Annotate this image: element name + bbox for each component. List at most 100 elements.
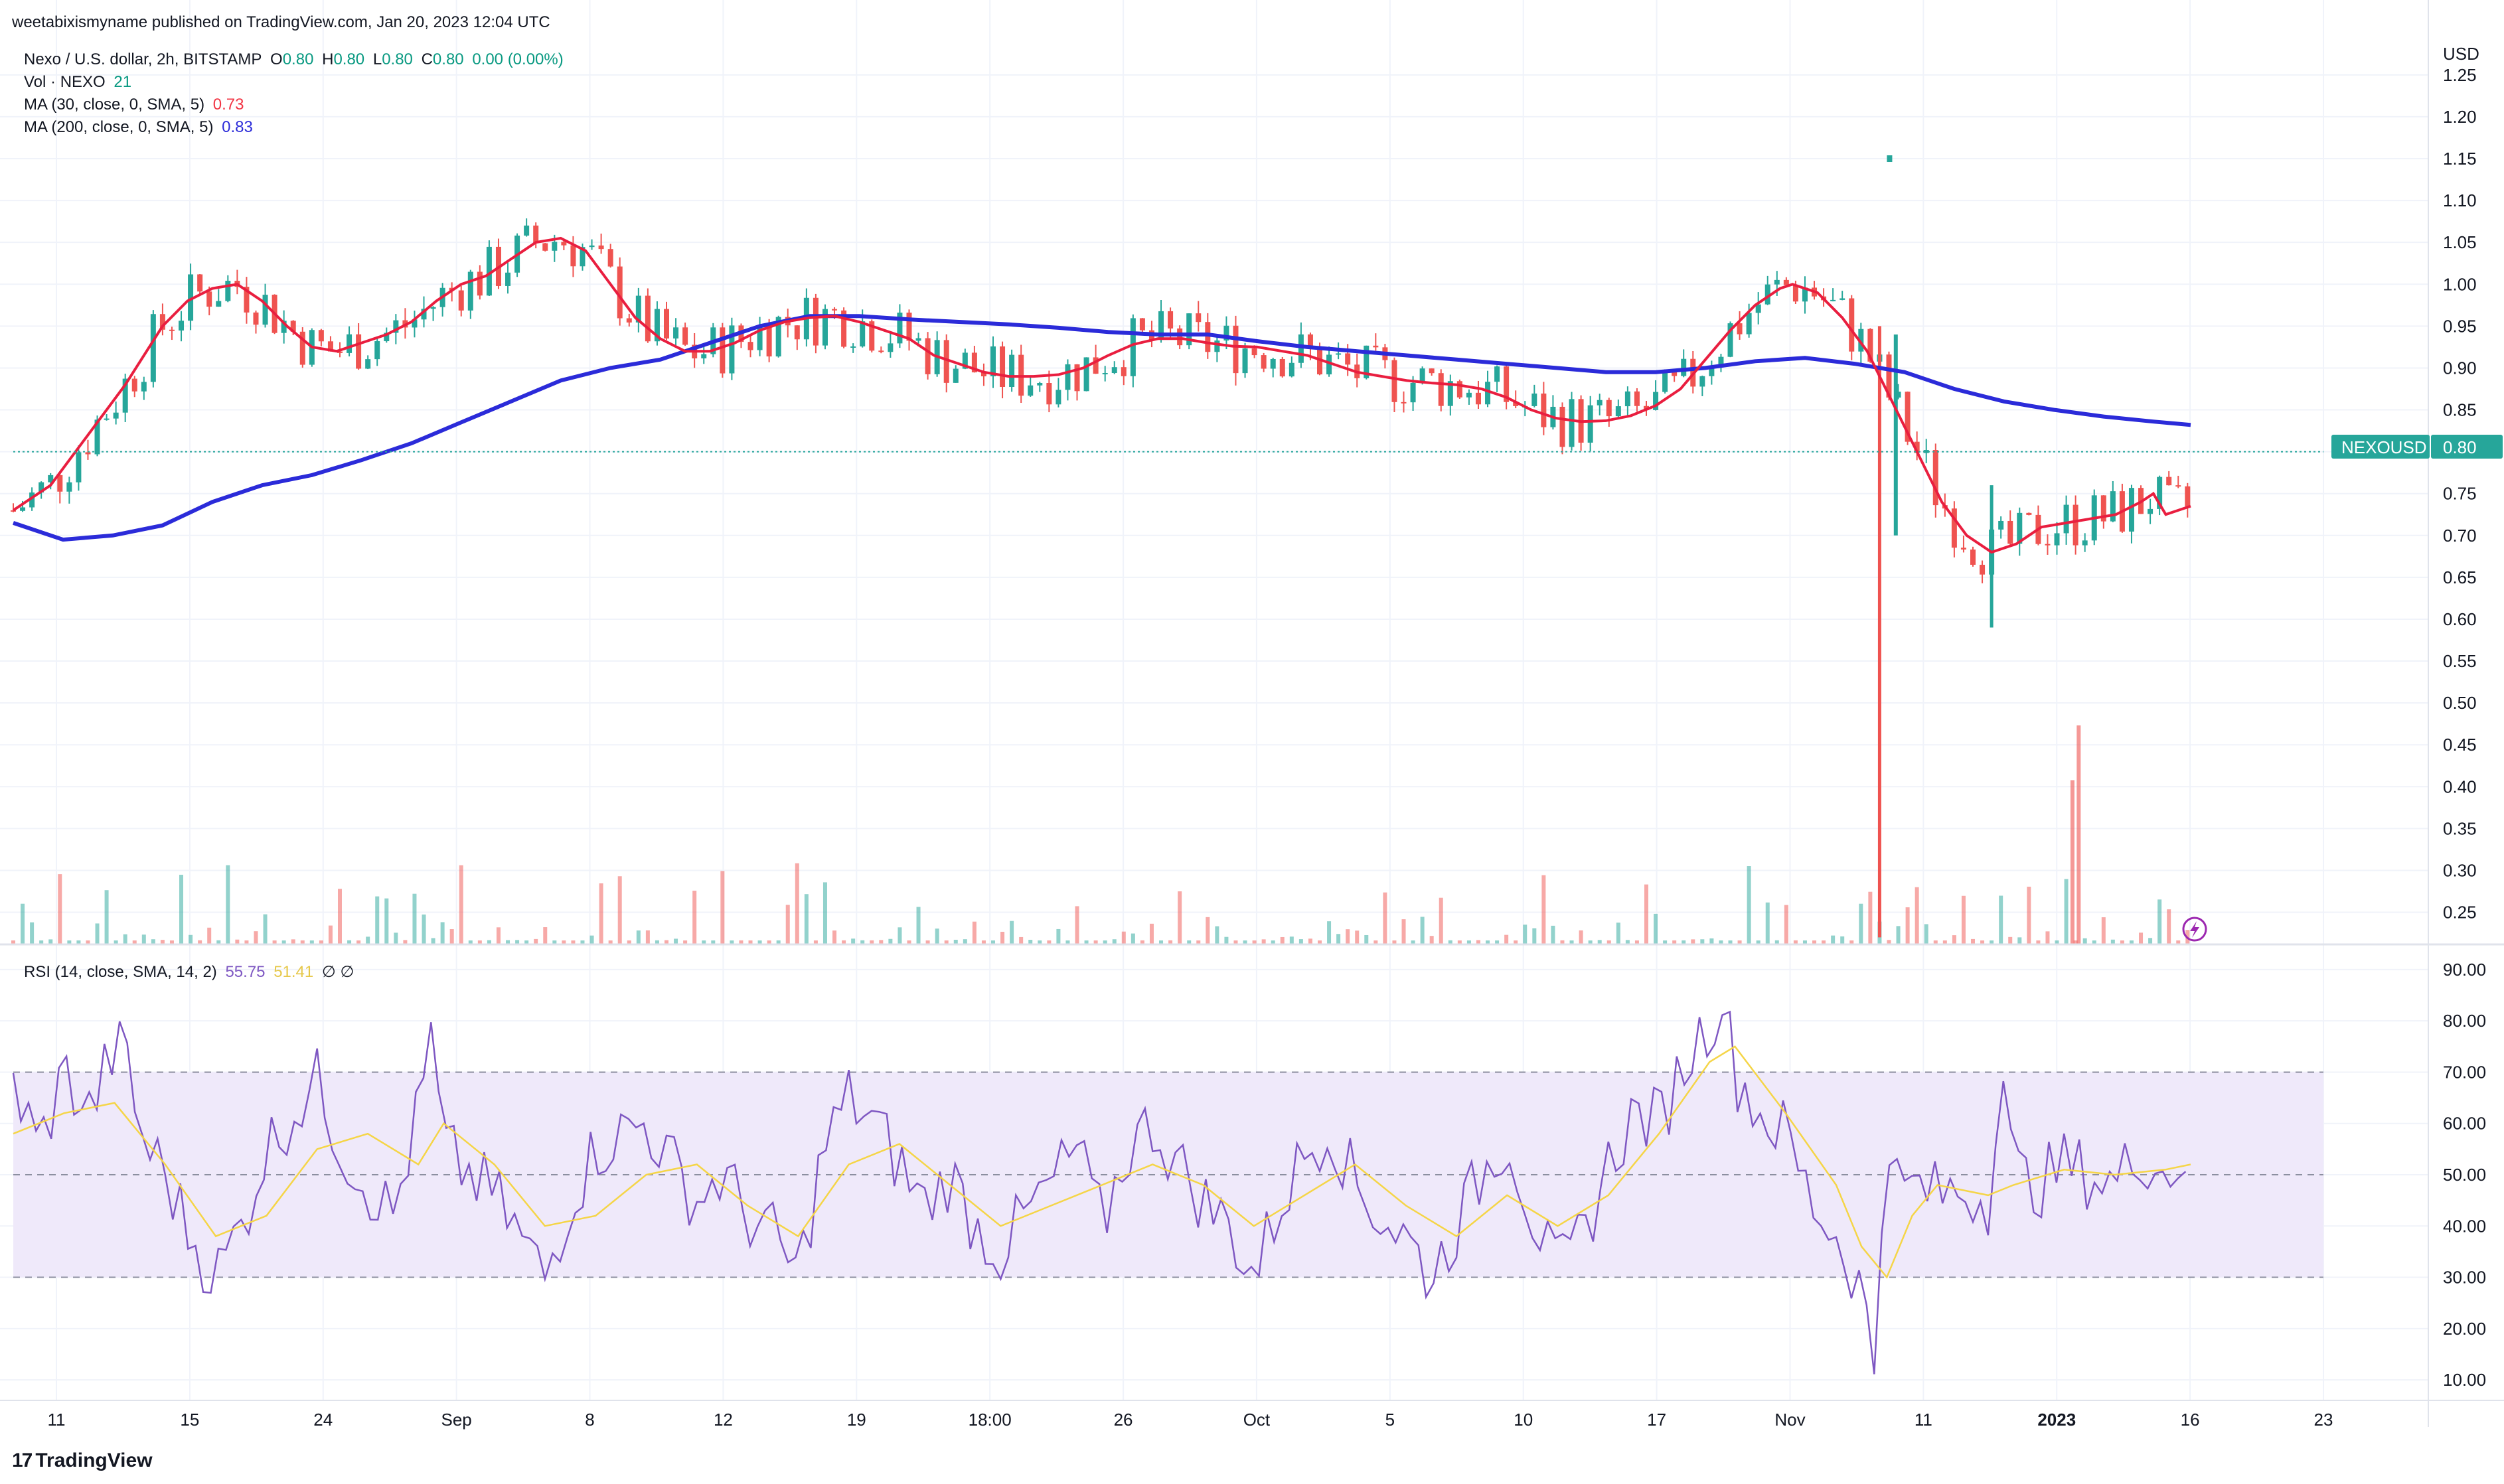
candle-body — [635, 295, 641, 323]
candle-body — [701, 354, 707, 358]
candle-body — [2100, 495, 2106, 522]
candle-body — [1093, 357, 1099, 374]
price-tick-label: 1.20 — [2443, 107, 2477, 127]
rsi-legend: RSI (14, close, SMA, 14, 2) 55.75 51.41 … — [24, 962, 358, 982]
volume-bar — [711, 940, 716, 944]
candle-body — [897, 313, 903, 344]
volume-bar — [1355, 930, 1360, 944]
price-tick-label: 1.10 — [2443, 190, 2477, 210]
volume-bar — [1802, 940, 1807, 944]
candle-body — [1009, 354, 1015, 388]
volume-bar — [1849, 940, 1854, 944]
volume-bar — [1448, 940, 1452, 944]
volume-bar — [1420, 917, 1425, 944]
candle-body — [813, 297, 819, 346]
candle-body — [11, 510, 16, 512]
candle-body — [1083, 357, 1089, 392]
candle-body — [169, 329, 175, 331]
volume-bar — [795, 863, 799, 944]
candle-body — [2148, 508, 2153, 514]
volume-bar — [1634, 940, 1639, 944]
candle-body — [1289, 362, 1294, 377]
candle-body — [1475, 392, 1481, 405]
volume-bar — [1298, 939, 1303, 944]
candle-body — [654, 309, 660, 342]
candle-body — [794, 325, 800, 340]
symbol-title[interactable]: Nexo / U.S. dollar, 2h, BITSTAMP — [24, 50, 262, 68]
rsi-tick-label: 50.00 — [2443, 1165, 2486, 1185]
time-tick-label: Oct — [1243, 1410, 1271, 1430]
volume-bar — [366, 936, 370, 944]
candle-body — [1214, 340, 1220, 352]
volume-bar — [1047, 940, 1052, 944]
volume-bar — [281, 940, 286, 944]
volume-bar — [1644, 884, 1648, 944]
volume-bar — [851, 938, 856, 944]
volume-bar — [496, 927, 501, 944]
volume-bar — [1383, 892, 1387, 944]
candle-body — [1130, 318, 1136, 376]
candle-body — [1905, 392, 1911, 442]
volume-bar — [1765, 902, 1770, 944]
volume-bar — [1476, 940, 1480, 944]
ma30-label[interactable]: MA (30, close, 0, SMA, 5) — [24, 96, 205, 113]
price-axis[interactable]: 0.25 0.30 0.35 0.40 0.45 0.50 0.55 0.60 0.65 0.70… — [2443, 65, 2477, 923]
price-tick-label: 0.60 — [2443, 609, 2477, 629]
candle-body — [757, 325, 763, 350]
candle-body — [347, 334, 352, 353]
candle-body — [1634, 391, 1640, 406]
volume-bar — [1439, 897, 1443, 944]
volume-bar — [1261, 939, 1266, 944]
time-axis[interactable]: 11 15 24 Sep 8 12 19 18:00 26 Oct 5 10 17 Nov 11 2023 16… — [48, 1410, 2333, 1430]
rsi-axis[interactable]: 10.00 20.00 30.00 40.00 50.00 60.00 70.00 80.00… — [2443, 960, 2486, 1390]
candle-body — [374, 341, 380, 360]
rsi-tick-label: 80.00 — [2443, 1011, 2486, 1031]
tradingview-logo[interactable]: 17 TradingView — [12, 1449, 153, 1472]
candle-body — [2063, 504, 2069, 534]
volume-bar — [2008, 936, 2013, 944]
time-tick-label: 17 — [1647, 1410, 1666, 1430]
ma200-label[interactable]: MA (200, close, 0, SMA, 5) — [24, 118, 214, 136]
volume-bar — [2120, 940, 2124, 944]
volume-bar — [804, 894, 809, 944]
candle-body — [747, 342, 753, 350]
volume-label[interactable]: Vol · NEXO — [24, 73, 106, 91]
candle-body — [1830, 299, 1836, 301]
rsi-tick-label: 90.00 — [2443, 960, 2486, 980]
candlesticks — [11, 155, 2191, 938]
lightning-icon[interactable] — [2182, 917, 2207, 942]
price-tick-label: 0.65 — [2443, 567, 2477, 587]
candle-body — [141, 382, 147, 392]
candle-body — [281, 321, 287, 333]
rsi-label[interactable]: RSI (14, close, SMA, 14, 2) — [24, 963, 217, 981]
volume-value: 21 — [114, 73, 132, 91]
volume-bar — [21, 903, 25, 944]
candle-body — [729, 325, 735, 374]
candle-body — [365, 359, 371, 369]
candle-body — [1792, 285, 1798, 302]
candle-body — [1504, 366, 1510, 402]
rsi-tick-label: 30.00 — [2443, 1268, 2486, 1288]
volume-bar — [767, 940, 771, 944]
volume-bar — [1840, 936, 1845, 944]
candle-body — [1401, 402, 1407, 404]
volume-bar — [739, 940, 743, 944]
candle-body — [1410, 382, 1416, 403]
volume-bar — [730, 940, 734, 944]
price-tick-label: 1.00 — [2443, 274, 2477, 294]
volume-bar — [1168, 940, 1173, 944]
time-tick-label: 18:00 — [969, 1410, 1012, 1430]
candle-body — [2166, 477, 2172, 486]
candle-body — [1046, 383, 1052, 405]
candle-body — [1438, 373, 1444, 406]
candle-body — [1597, 400, 1603, 406]
volume-bar — [291, 939, 295, 944]
ohlc-o-label: O — [270, 50, 283, 68]
volume-bar — [1159, 940, 1164, 944]
candle-body — [1466, 392, 1472, 398]
volume-bar — [1187, 940, 1192, 944]
volume-spike — [2070, 780, 2074, 944]
volume-bar — [1896, 926, 1901, 944]
volume-bar — [235, 939, 240, 944]
